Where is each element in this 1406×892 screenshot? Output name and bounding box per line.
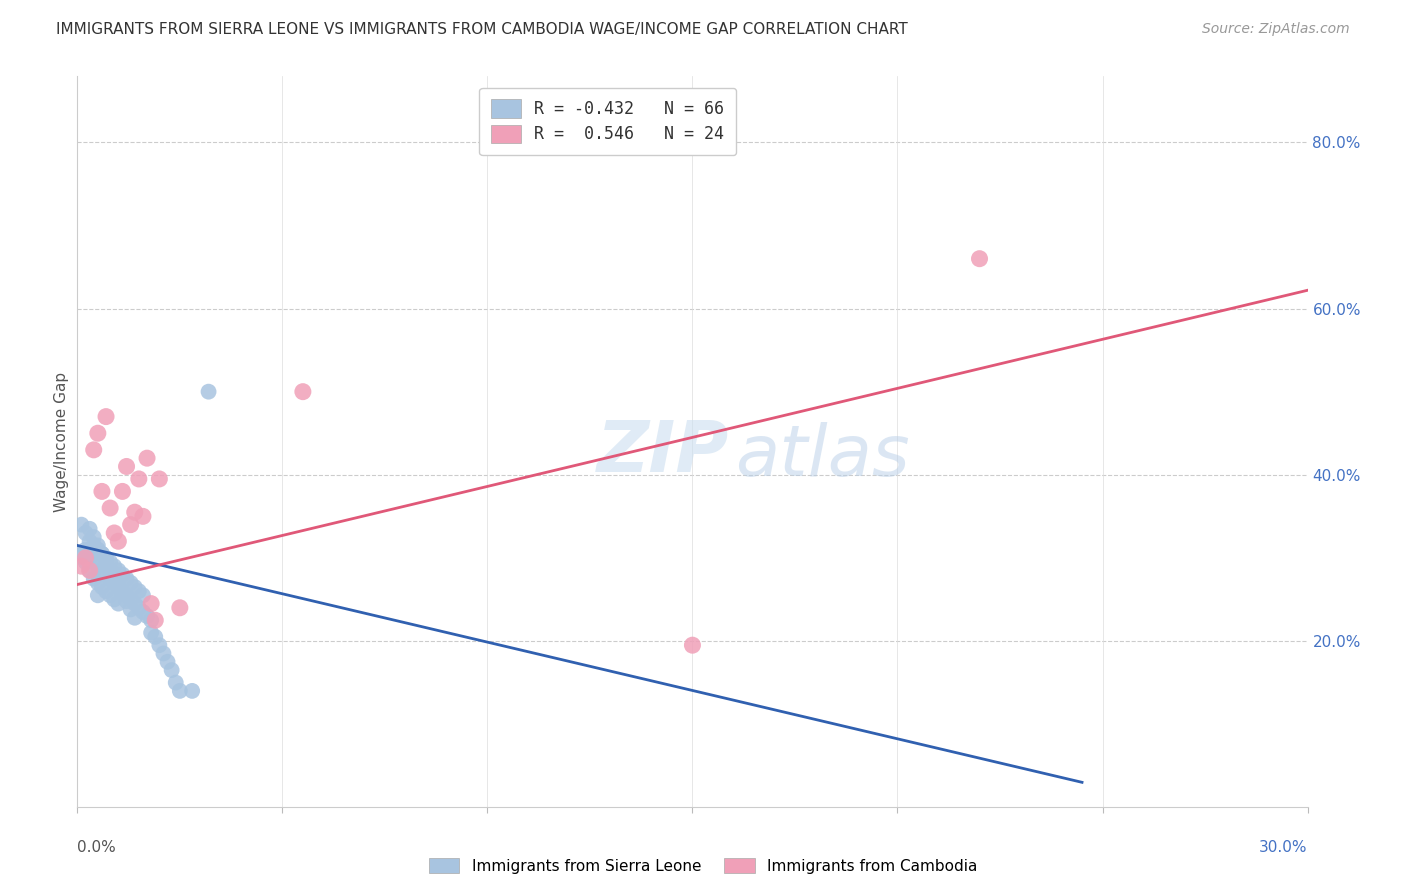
Point <box>98 588 121 602</box>
Point <box>111 584 134 599</box>
Point <box>70 517 93 532</box>
Point <box>70 547 93 561</box>
Point <box>124 597 146 611</box>
Point <box>70 559 93 574</box>
Text: 0.0%: 0.0% <box>77 840 117 855</box>
Point <box>136 451 159 466</box>
Point <box>111 586 134 600</box>
Point <box>98 501 121 516</box>
Point <box>103 572 125 586</box>
Point <box>120 602 142 616</box>
Point <box>107 534 129 549</box>
Point <box>115 459 138 474</box>
Point <box>83 572 105 586</box>
Point <box>107 580 129 594</box>
Point <box>128 472 150 486</box>
Point <box>111 567 134 582</box>
Point <box>87 542 110 557</box>
Legend: Immigrants from Sierra Leone, Immigrants from Cambodia: Immigrants from Sierra Leone, Immigrants… <box>423 852 983 880</box>
Point <box>115 572 138 586</box>
Point <box>79 563 101 577</box>
Point <box>83 530 105 544</box>
Point <box>75 550 97 565</box>
Point <box>98 555 121 569</box>
Point <box>120 575 142 590</box>
Point <box>98 572 121 586</box>
Point <box>115 594 138 608</box>
Point <box>90 547 114 561</box>
Point <box>124 505 146 519</box>
Point <box>132 509 155 524</box>
Point <box>87 426 110 441</box>
Point <box>115 588 138 602</box>
Point <box>79 522 101 536</box>
Point <box>103 592 125 607</box>
Point <box>132 605 155 619</box>
Point <box>111 484 134 499</box>
Point <box>682 638 704 652</box>
Point <box>94 409 117 424</box>
Point <box>75 542 97 557</box>
Point <box>969 252 991 266</box>
Text: atlas: atlas <box>735 422 910 491</box>
Point <box>107 580 129 594</box>
Point <box>94 550 117 565</box>
Point <box>87 538 110 552</box>
Point <box>124 611 146 625</box>
Text: IMMIGRANTS FROM SIERRA LEONE VS IMMIGRANTS FROM CAMBODIA WAGE/INCOME GAP CORRELA: IMMIGRANTS FROM SIERRA LEONE VS IMMIGRAN… <box>56 22 908 37</box>
Point <box>75 525 97 540</box>
Point <box>107 563 129 577</box>
Point <box>90 547 114 561</box>
Point <box>87 575 110 590</box>
Point <box>94 584 117 599</box>
Point <box>160 663 183 677</box>
Point <box>169 684 191 698</box>
Point <box>124 580 146 594</box>
Point <box>103 575 125 590</box>
Point <box>128 584 150 599</box>
Point <box>90 563 114 577</box>
Point <box>103 559 125 574</box>
Point <box>141 597 163 611</box>
Point <box>141 613 163 627</box>
Point <box>291 384 314 399</box>
Point <box>148 638 170 652</box>
Point <box>152 647 174 661</box>
Point <box>75 555 97 569</box>
Point <box>98 563 121 577</box>
Point <box>120 592 142 607</box>
Point <box>120 517 142 532</box>
Point <box>141 625 163 640</box>
Point <box>128 600 150 615</box>
Point <box>94 567 117 582</box>
Point <box>79 534 101 549</box>
Point <box>94 555 117 569</box>
Point <box>90 580 114 594</box>
Point <box>143 613 166 627</box>
Point <box>181 684 204 698</box>
Point <box>143 630 166 644</box>
Y-axis label: Wage/Income Gap: Wage/Income Gap <box>53 371 69 512</box>
Legend: R = -0.432   N = 66, R =  0.546   N = 24: R = -0.432 N = 66, R = 0.546 N = 24 <box>479 87 735 155</box>
Point <box>156 655 179 669</box>
Point <box>165 675 187 690</box>
Point <box>103 525 125 540</box>
Text: 30.0%: 30.0% <box>1260 840 1308 855</box>
Point <box>90 484 114 499</box>
Point <box>136 609 159 624</box>
Point <box>79 563 101 577</box>
Text: ZIP: ZIP <box>598 418 730 487</box>
Point <box>197 384 219 399</box>
Text: Source: ZipAtlas.com: Source: ZipAtlas.com <box>1202 22 1350 37</box>
Point <box>107 597 129 611</box>
Point <box>148 472 170 486</box>
Point <box>83 555 105 569</box>
Point <box>132 588 155 602</box>
Point <box>87 588 110 602</box>
Point <box>87 559 110 574</box>
Point <box>83 538 105 552</box>
Point <box>79 550 101 565</box>
Point <box>83 442 105 457</box>
Point <box>169 600 191 615</box>
